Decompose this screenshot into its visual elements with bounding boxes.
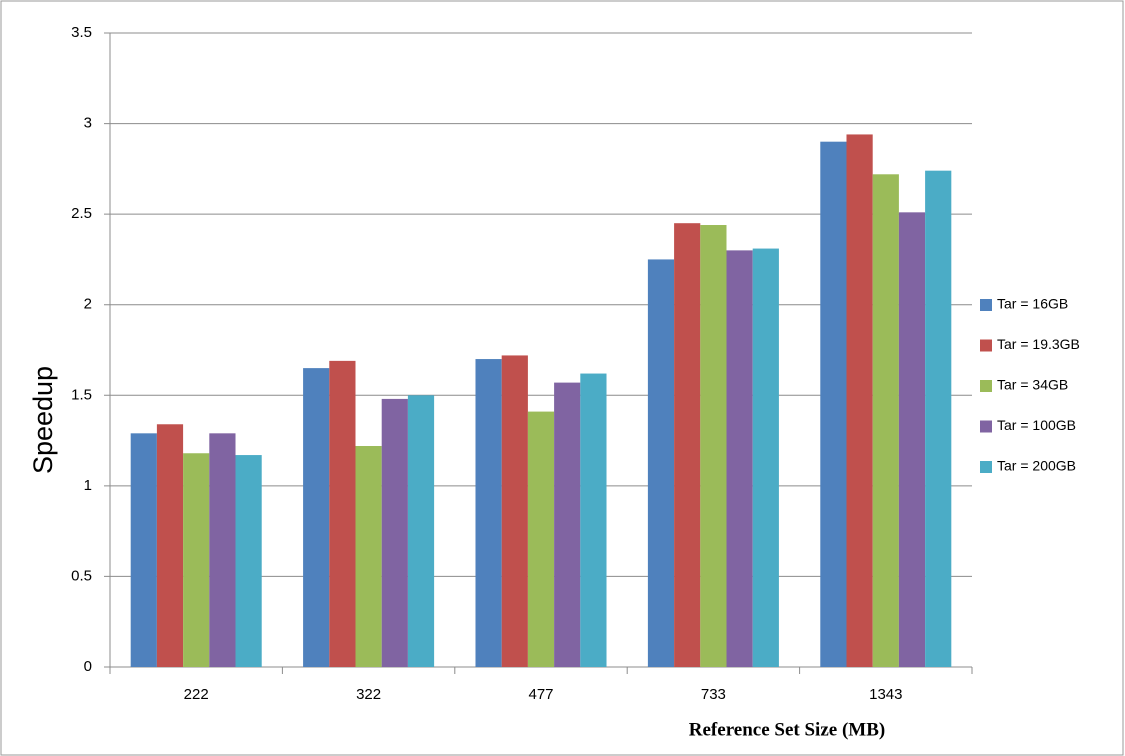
y-tick-label: 0.5	[71, 567, 92, 584]
bar	[752, 248, 779, 667]
legend-label: Tar = 200GB	[997, 458, 1076, 474]
legend-swatch	[980, 299, 992, 311]
bar	[475, 359, 502, 667]
bar	[381, 398, 408, 667]
y-tick-label: 0	[84, 658, 92, 675]
legend-label: Tar = 19.3GB	[997, 336, 1080, 352]
bar	[329, 360, 356, 667]
y-tick-label: 3.5	[71, 24, 92, 41]
y-tick-label: 1	[84, 477, 92, 494]
bar	[235, 455, 262, 667]
x-tick-label: 222	[184, 686, 209, 703]
y-tick-label: 2	[84, 296, 92, 313]
bar	[872, 174, 899, 667]
y-tick-label: 1.5	[71, 386, 92, 403]
x-tick-label: 733	[701, 686, 726, 703]
bar	[303, 368, 330, 667]
y-axis-label: Speedup	[28, 366, 58, 474]
bar	[898, 212, 926, 667]
bar	[554, 382, 581, 667]
x-tick-label: 322	[356, 686, 381, 703]
legend-swatch	[980, 461, 992, 473]
bar	[925, 170, 952, 667]
bar	[407, 395, 435, 667]
legend-label: Tar = 34GB	[997, 377, 1068, 393]
bar	[846, 134, 873, 667]
bar	[501, 355, 528, 667]
legend-label: Tar = 16GB	[997, 296, 1068, 312]
bar	[580, 373, 607, 667]
bar	[209, 433, 236, 667]
bar	[820, 141, 847, 667]
bar	[674, 223, 701, 667]
bar	[355, 446, 382, 667]
y-tick-label: 3	[84, 115, 92, 132]
legend-swatch	[980, 420, 992, 433]
legend-swatch	[980, 339, 992, 352]
y-tick-label: 2.5	[71, 205, 92, 222]
bar	[130, 433, 157, 667]
legend-label: Tar = 100GB	[997, 417, 1076, 433]
x-tick-label: 477	[528, 686, 553, 703]
x-tick-label: 1343	[869, 686, 902, 703]
bar	[156, 424, 184, 667]
bar	[527, 411, 555, 667]
bar	[647, 259, 675, 667]
legend-swatch	[980, 380, 992, 392]
bar	[726, 250, 753, 667]
x-axis-label: Reference Set Size (MB)	[689, 719, 885, 740]
bar	[183, 453, 210, 667]
bar	[700, 225, 727, 668]
